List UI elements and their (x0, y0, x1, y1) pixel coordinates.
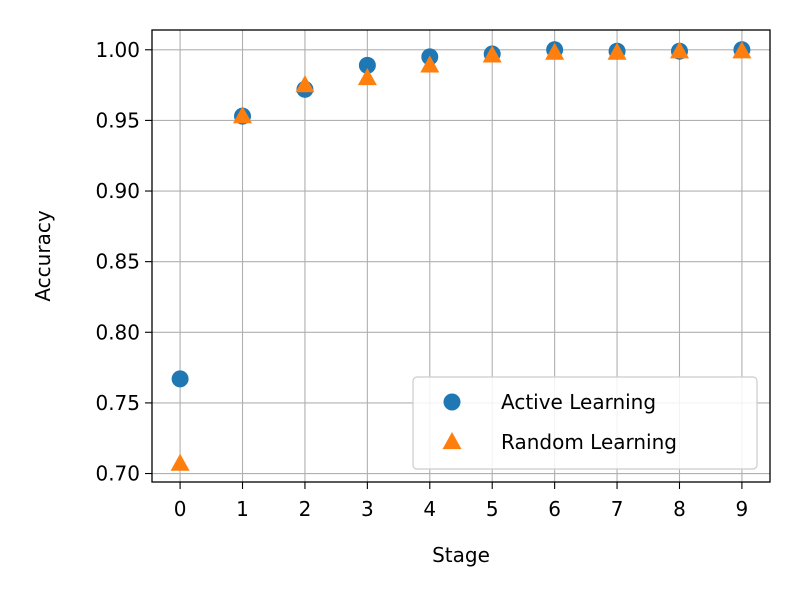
plot-frame (151, 29, 771, 483)
random-learning-point (233, 106, 253, 124)
y-tick-label: 1.00 (95, 38, 140, 62)
random-learning-point (295, 75, 315, 93)
x-tick-label: 4 (423, 497, 436, 521)
data-points (170, 41, 752, 471)
x-tick-label: 8 (673, 497, 686, 521)
random-learning-point (607, 42, 627, 60)
random-learning-point (545, 42, 565, 60)
random-learning-point (482, 45, 502, 63)
random-learning-point (669, 41, 689, 59)
x-tick-label: 5 (486, 497, 499, 521)
random-learning-point (732, 41, 752, 59)
legend-box (412, 376, 758, 470)
y-tick-label: 0.85 (95, 250, 140, 274)
active-learning-point (171, 370, 189, 388)
random-learning-point (357, 68, 377, 86)
y-tick-label: 0.95 (95, 108, 140, 132)
legend-active-marker (443, 393, 461, 411)
legend-label: Random Learning (501, 430, 677, 454)
random-learning-point (170, 453, 190, 471)
y-tick-label: 0.80 (95, 320, 140, 344)
y-tick-label: 0.70 (95, 462, 140, 486)
y-tick-label: 0.90 (95, 179, 140, 203)
x-tick-label: 3 (361, 497, 374, 521)
x-tick-label: 6 (548, 497, 561, 521)
x-tick-label: 2 (299, 497, 312, 521)
x-axis-ticks: 0 1 2 3 4 5 6 7 8 9 (174, 482, 749, 521)
x-tick-label: 0 (174, 497, 187, 521)
legend-label: Active Learning (501, 390, 656, 414)
x-axis-label: Stage (432, 543, 490, 567)
x-tick-label: 9 (736, 497, 749, 521)
y-axis-ticks: 0.70 0.75 0.80 0.85 0.90 0.95 1.00 (95, 38, 152, 486)
legend-random-marker (442, 432, 462, 450)
random-learning-point (420, 55, 440, 73)
legend: Active Learning Random Learning (412, 376, 758, 470)
active-learning-point (358, 56, 376, 74)
y-axis-label: Accuracy (31, 210, 55, 301)
x-tick-label: 1 (236, 497, 249, 521)
y-tick-label: 0.75 (95, 391, 140, 415)
x-tick-label: 7 (611, 497, 624, 521)
